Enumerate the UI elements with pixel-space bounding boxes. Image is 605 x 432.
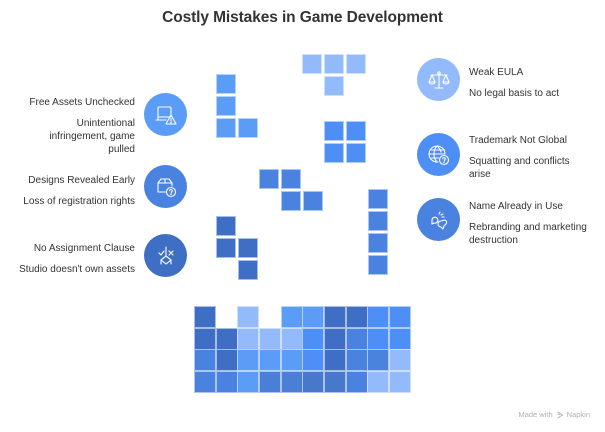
napkin-brand-label: Napkin <box>566 410 590 419</box>
mistake-name-in-use: Name Already in Use Rebranding and marke… <box>469 200 594 247</box>
block <box>324 349 346 371</box>
mistake-designs-revealed: Designs Revealed Early Loss of registrat… <box>0 174 135 208</box>
scales-icon <box>417 58 460 101</box>
block <box>216 328 238 350</box>
mistake-heading: Designs Revealed Early <box>28 175 135 186</box>
block <box>368 211 388 231</box>
block <box>216 349 238 371</box>
block <box>194 306 216 328</box>
mistake-description: Squatting and conflicts arise <box>469 156 570 180</box>
block <box>237 371 259 393</box>
block <box>194 371 216 393</box>
block <box>302 371 324 393</box>
block <box>368 233 388 253</box>
block <box>346 143 366 163</box>
block <box>324 306 346 328</box>
block <box>367 371 389 393</box>
block <box>367 349 389 371</box>
block <box>238 118 258 138</box>
block <box>346 371 368 393</box>
block <box>281 349 303 371</box>
block <box>346 328 368 350</box>
block <box>346 306 368 328</box>
block <box>216 216 236 236</box>
block <box>324 76 344 96</box>
block <box>346 349 368 371</box>
block <box>216 118 236 138</box>
block <box>324 328 346 350</box>
block <box>324 143 344 163</box>
napkin-watermark: Made with Napkin <box>518 410 590 419</box>
block <box>303 191 323 211</box>
mistake-free-assets: Free Assets Unchecked Unintentional infr… <box>5 96 135 156</box>
block <box>238 260 258 280</box>
mistake-description: Loss of registration rights <box>23 196 135 207</box>
block <box>324 54 344 74</box>
mistake-weak-eula: Weak EULA No legal basis to act <box>469 66 599 100</box>
split-decision-icon <box>144 234 187 277</box>
block <box>281 306 303 328</box>
mistake-description: Rebranding and marketing destruction <box>469 222 587 246</box>
mistake-heading: Trademark Not Global <box>469 135 567 146</box>
mistake-description: No legal basis to act <box>469 88 560 99</box>
block <box>238 238 258 258</box>
block <box>324 371 346 393</box>
block <box>346 54 366 74</box>
globe-question-icon <box>417 133 460 176</box>
boxing-gloves-icon <box>417 198 460 241</box>
block <box>302 328 324 350</box>
block <box>216 371 238 393</box>
block <box>389 371 411 393</box>
block <box>281 169 301 189</box>
block <box>259 371 281 393</box>
block <box>389 306 411 328</box>
mistake-heading: Name Already in Use <box>469 201 563 212</box>
block <box>346 121 366 141</box>
block <box>216 74 236 94</box>
block <box>368 255 388 275</box>
napkin-logo-icon <box>556 410 563 419</box>
block <box>194 328 216 350</box>
block <box>281 371 303 393</box>
block <box>302 349 324 371</box>
block <box>367 306 389 328</box>
laptop-warning-icon <box>144 93 187 136</box>
block <box>216 96 236 116</box>
box-question-icon <box>144 165 187 208</box>
block <box>259 328 281 350</box>
block <box>302 306 324 328</box>
mistake-heading: Free Assets Unchecked <box>29 97 135 108</box>
made-with-label: Made with <box>518 410 553 419</box>
block <box>389 349 411 371</box>
block <box>216 238 236 258</box>
block <box>237 306 259 328</box>
block <box>281 328 303 350</box>
mistake-description: Studio doesn't own assets <box>19 264 135 275</box>
block <box>281 191 301 211</box>
block <box>259 169 279 189</box>
diagram-title: Costly Mistakes in Game Development <box>162 9 443 26</box>
block <box>389 328 411 350</box>
block <box>368 189 388 209</box>
mistake-trademark: Trademark Not Global Squatting and confl… <box>469 134 584 181</box>
block <box>302 54 322 74</box>
mistake-heading: No Assignment Clause <box>33 243 135 254</box>
block <box>324 121 344 141</box>
block <box>367 328 389 350</box>
mistake-description: Unintentional infringement, game pulled <box>49 118 135 155</box>
mistake-no-assignment: No Assignment Clause Studio doesn't own … <box>0 242 135 276</box>
block <box>237 349 259 371</box>
block <box>194 349 216 371</box>
block <box>259 349 281 371</box>
mistake-heading: Weak EULA <box>469 67 524 78</box>
block <box>237 328 259 350</box>
